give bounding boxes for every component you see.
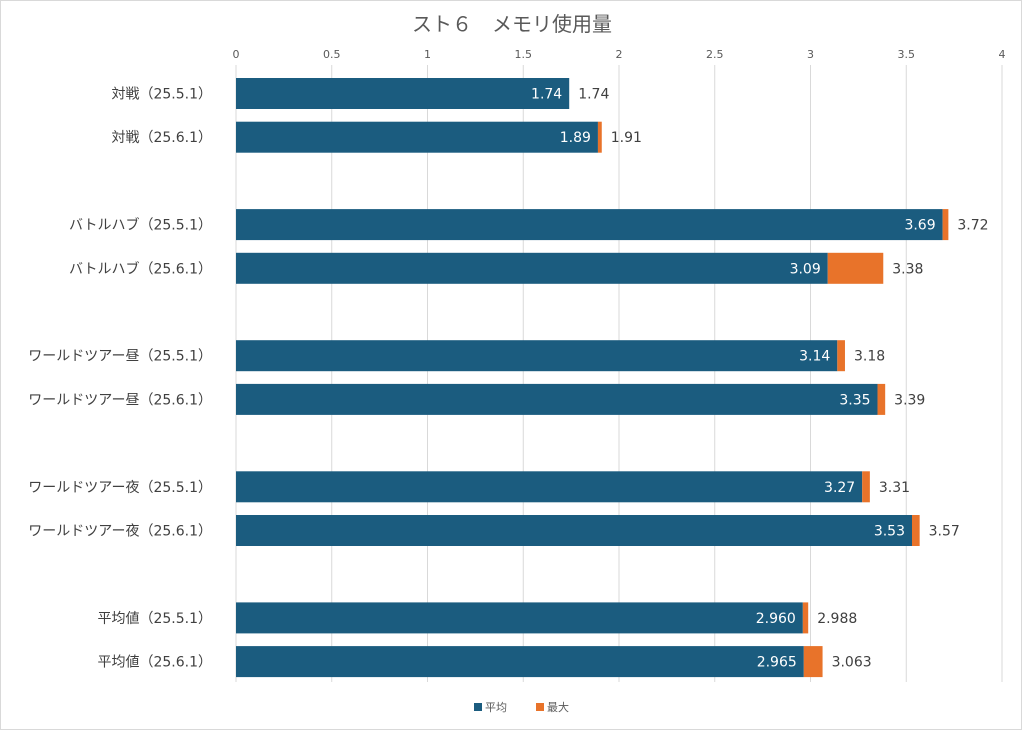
data-label-average: 1.89 bbox=[560, 130, 591, 146]
category-labels: 対戦（25.5.1） 対戦（25.6.1） バトルハブ（25.5.1） バトルハブ（2… bbox=[28, 87, 212, 671]
data-label-maximum: 1.91 bbox=[611, 130, 642, 146]
category-label: ワールドツアー夜（25.5.1） bbox=[28, 480, 212, 496]
data-label-average: 3.27 bbox=[824, 480, 855, 496]
data-label-maximum: 3.38 bbox=[892, 261, 923, 277]
bar-average bbox=[236, 646, 804, 678]
bar-average bbox=[236, 471, 863, 503]
data-labels: 1.74 1.74 1.89 1.91 3.69 3.72 3.09 3.38 3.14 3.18… bbox=[531, 87, 989, 671]
x-tick-label: 2.5 bbox=[706, 48, 724, 61]
chart-title: スト６ メモリ使用量 bbox=[412, 12, 612, 36]
bars bbox=[236, 78, 949, 678]
x-tick-label: 0 bbox=[233, 48, 240, 61]
x-tick-label: 1 bbox=[424, 48, 431, 61]
data-label-maximum: 2.988 bbox=[817, 611, 857, 627]
bar-average bbox=[236, 383, 878, 415]
bar-maximum bbox=[827, 252, 884, 284]
category-label: ワールドツアー昼（25.6.1） bbox=[28, 392, 212, 408]
legend: 平均 最大 bbox=[474, 700, 569, 714]
x-tick-label: 0.5 bbox=[323, 48, 341, 61]
category-label: バトルハブ（25.6.1） bbox=[69, 260, 212, 277]
x-tick-label: 4 bbox=[999, 48, 1006, 61]
bar-maximum bbox=[942, 209, 949, 241]
bar-maximum bbox=[597, 121, 602, 153]
category-label: 平均値（25.5.1） bbox=[97, 611, 212, 627]
bar-average bbox=[236, 78, 570, 109]
data-label-maximum: 3.57 bbox=[929, 524, 960, 540]
category-label: 対戦（25.6.1） bbox=[111, 130, 212, 146]
legend-label-average: 平均 bbox=[485, 701, 507, 714]
category-label: 対戦（25.5.1） bbox=[111, 87, 212, 103]
bar-maximum bbox=[802, 602, 809, 634]
data-label-maximum: 3.72 bbox=[957, 218, 988, 234]
data-label-maximum: 1.74 bbox=[578, 87, 609, 103]
bar-maximum bbox=[803, 646, 823, 678]
bar-maximum bbox=[877, 383, 886, 415]
legend-swatch-average bbox=[474, 703, 482, 711]
data-label-average: 3.69 bbox=[904, 218, 935, 234]
bar-average bbox=[236, 121, 598, 153]
data-label-average: 2.960 bbox=[756, 611, 796, 627]
x-tick-label: 1.5 bbox=[515, 48, 533, 61]
bar-average bbox=[236, 340, 838, 372]
data-label-maximum: 3.39 bbox=[894, 392, 925, 408]
data-label-maximum: 3.18 bbox=[854, 349, 885, 365]
data-label-average: 3.09 bbox=[790, 261, 821, 277]
x-tick-label: 3 bbox=[807, 48, 814, 61]
x-axis-ticks: 0 0.5 1 1.5 2 2.5 3 3.5 4 bbox=[233, 48, 1006, 61]
data-label-average: 2.965 bbox=[757, 655, 797, 671]
bar-maximum bbox=[837, 340, 845, 372]
category-label: バトルハブ（25.5.1） bbox=[69, 217, 212, 234]
bar-maximum bbox=[862, 471, 870, 503]
bar-average bbox=[236, 515, 912, 546]
legend-swatch-maximum bbox=[536, 703, 544, 711]
gridlines bbox=[235, 65, 1003, 682]
data-label-average: 1.74 bbox=[531, 87, 562, 103]
data-label-average: 3.14 bbox=[799, 349, 830, 365]
bar-maximum bbox=[911, 515, 920, 546]
legend-label-maximum: 最大 bbox=[547, 700, 569, 714]
bar-average bbox=[236, 252, 828, 284]
x-tick-label: 2 bbox=[616, 48, 623, 61]
category-label: ワールドツアー昼（25.5.1） bbox=[28, 349, 212, 365]
x-tick-label: 3.5 bbox=[898, 48, 916, 61]
category-label: ワールドツアー夜（25.6.1） bbox=[28, 524, 212, 540]
bar-average bbox=[236, 209, 943, 241]
data-label-maximum: 3.31 bbox=[879, 480, 910, 496]
bar-average bbox=[236, 602, 803, 634]
category-label: 平均値（25.6.1） bbox=[97, 655, 212, 671]
data-label-maximum: 3.063 bbox=[832, 655, 872, 671]
data-label-average: 3.53 bbox=[874, 524, 905, 540]
data-label-average: 3.35 bbox=[839, 392, 870, 408]
